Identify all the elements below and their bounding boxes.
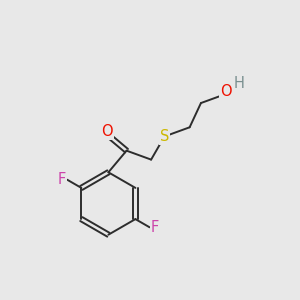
Text: O: O	[220, 84, 232, 99]
Text: F: F	[57, 172, 65, 187]
Text: O: O	[101, 124, 113, 139]
Text: H: H	[234, 76, 245, 91]
Text: F: F	[151, 220, 159, 235]
Text: S: S	[160, 129, 169, 144]
